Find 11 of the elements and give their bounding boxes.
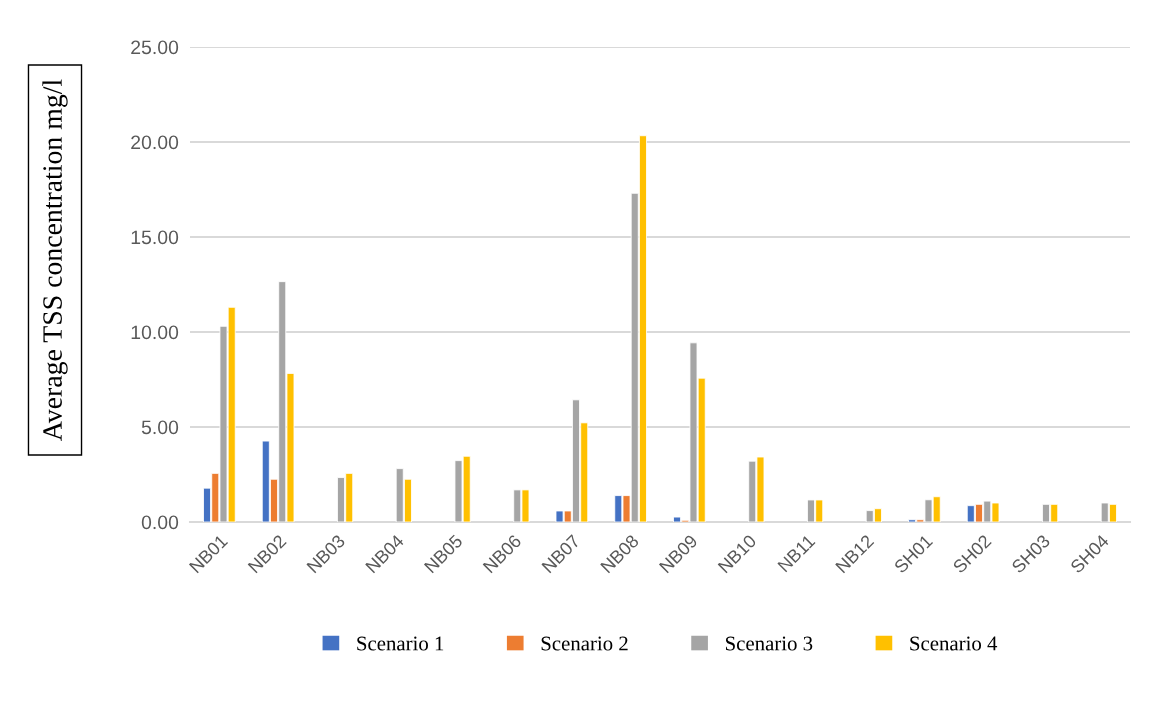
y-tick-label: 0.00 — [141, 515, 179, 530]
y-axis-title: Average TSS concentration mg/l — [42, 79, 68, 441]
y-tick-label: 20.00 — [131, 135, 179, 150]
legend-label: Scenario 2 — [541, 636, 628, 651]
y-tick-label: 10.00 — [131, 325, 179, 340]
legend-label: Scenario 1 — [357, 636, 444, 651]
legend-label: Scenario 4 — [910, 636, 998, 651]
y-tick-label: 25.00 — [131, 40, 179, 55]
y-tick-label: 5.00 — [141, 420, 179, 435]
legend-label: Scenario 3 — [725, 636, 813, 651]
y-tick-label: 15.00 — [131, 230, 179, 245]
